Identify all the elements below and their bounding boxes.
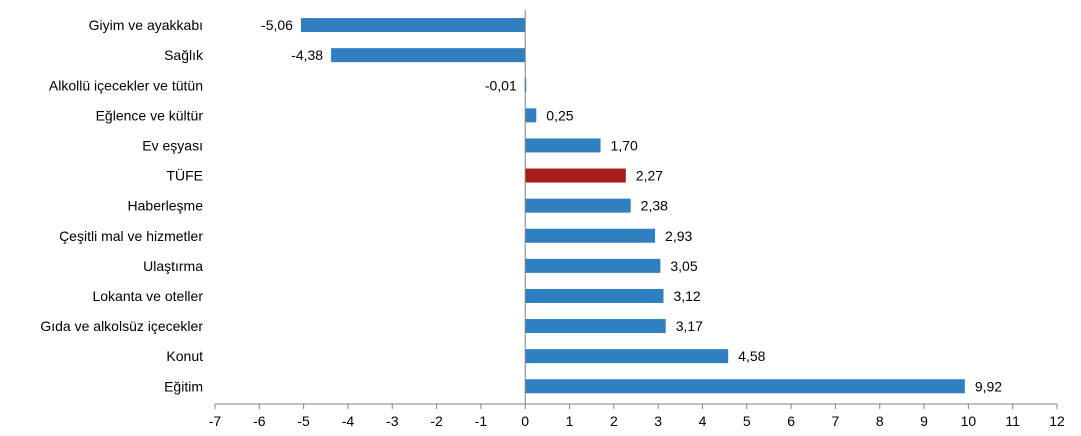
x-tick-label: 0 (521, 413, 529, 429)
category-label: Gıda ve alkolsüz içecekler (40, 318, 203, 334)
category-label: Alkollü içecekler ve tütün (49, 77, 203, 93)
bar (525, 349, 729, 364)
x-tick-label: -4 (342, 413, 355, 429)
bar (525, 168, 626, 183)
category-label: Ulaştırma (143, 258, 203, 274)
value-labels-group: -5,06 -4,38 -0,01 0,25 1,70 2,27 2,38 2,93 3,05 3… (261, 17, 1002, 394)
x-tick-label: -7 (209, 413, 222, 429)
bars-group (300, 18, 965, 394)
category-labels-group: Giyim ve ayakkabı Sağlık Alkollü içecekler… (40, 17, 204, 394)
bar (331, 48, 526, 63)
x-tick-label: -5 (297, 413, 310, 429)
x-tick-label: 7 (832, 413, 840, 429)
bar (525, 108, 537, 123)
axes-group: -7 -6 -5 -4 -3 -2 -1 0 1 2 3 4 5 6 7 8 9 10 11 12 (209, 10, 1065, 429)
x-tick-label: 3 (654, 413, 662, 429)
category-label: Eğitim (164, 378, 203, 394)
x-tick-label: 10 (961, 413, 977, 429)
x-tick-label: 12 (1049, 413, 1065, 429)
bar (525, 288, 664, 303)
value-label: 2,38 (641, 198, 668, 214)
bar (525, 138, 601, 153)
x-tick-label: 5 (743, 413, 751, 429)
value-label: 2,27 (636, 168, 663, 184)
value-label: -4,38 (291, 47, 323, 63)
category-label: Ev eşyası (142, 137, 203, 153)
x-tick-label: 4 (699, 413, 707, 429)
category-label: Lokanta ve oteller (92, 288, 203, 304)
value-label: 3,12 (673, 288, 700, 304)
x-tick-label: -1 (475, 413, 488, 429)
x-tick-label: 2 (610, 413, 618, 429)
value-label: 3,05 (670, 258, 697, 274)
bar (525, 228, 656, 243)
bar (525, 319, 666, 334)
value-label: 3,17 (676, 318, 703, 334)
bar (300, 18, 526, 33)
category-label: Konut (166, 348, 203, 364)
x-tick-label: 11 (1005, 413, 1020, 429)
x-tick-label: -6 (253, 413, 266, 429)
x-tick-label: 1 (566, 413, 574, 429)
bar (525, 198, 631, 213)
category-label: Çeşitli mal ve hizmetler (59, 228, 203, 244)
bar (525, 258, 661, 273)
x-tick-label: -2 (430, 413, 443, 429)
x-tick-label: -3 (386, 413, 399, 429)
category-label: Eğlence ve kültür (96, 107, 204, 123)
category-label: Sağlık (164, 47, 204, 63)
value-label: 4,58 (738, 348, 765, 364)
x-tick-label: 6 (787, 413, 795, 429)
x-tick-label: 9 (920, 413, 928, 429)
value-label: 0,25 (546, 107, 573, 123)
value-label: -0,01 (485, 77, 517, 93)
x-tick-label: 8 (876, 413, 884, 429)
category-label: Haberleşme (128, 198, 204, 214)
category-label: TÜFE (166, 167, 203, 184)
category-label: Giyim ve ayakkabı (89, 17, 203, 33)
value-label: 2,93 (665, 228, 692, 244)
value-label: 9,92 (975, 378, 1002, 394)
value-label: -5,06 (261, 17, 293, 33)
bar (525, 379, 965, 394)
value-label: 1,70 (611, 137, 638, 153)
